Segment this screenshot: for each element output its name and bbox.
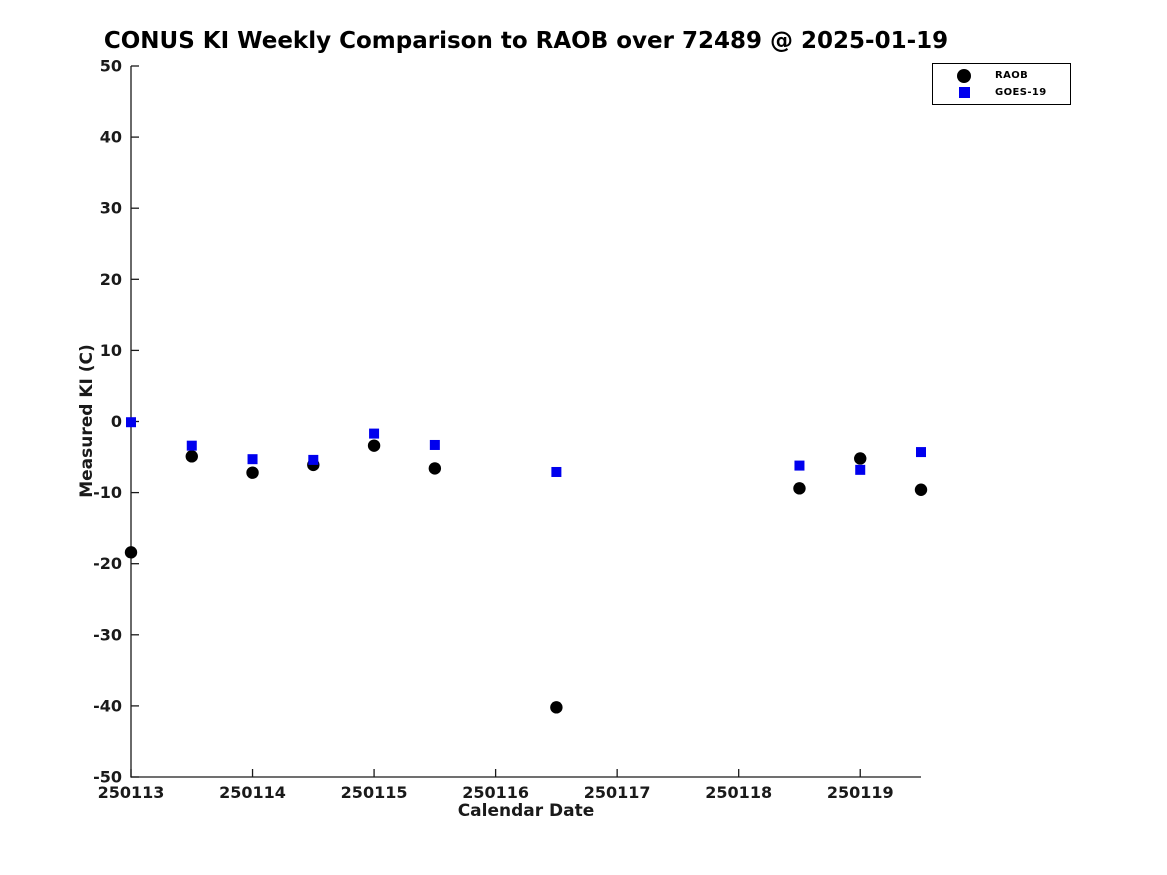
goes-19-point [369,428,380,439]
goes-19-point [186,440,197,451]
legend-label: GOES-19 [995,87,1047,98]
legend-item-raob: RAOB [933,67,1070,84]
raob-point [854,452,867,465]
raob-point [246,466,259,479]
y-tick-label: 10 [100,341,122,360]
goes-19-point [308,454,319,465]
y-tick-label: -40 [93,696,122,715]
x-tick-label: 250114 [219,783,286,802]
x-tick-label: 250119 [827,783,894,802]
raob-point [367,439,381,452]
y-tick-label: 40 [100,128,122,147]
goes-19-point [126,417,136,428]
legend-label: RAOB [995,70,1029,81]
y-tick-label: -10 [93,483,122,502]
y-tick-label: 50 [100,57,122,76]
x-tick-label: 250118 [705,783,772,802]
x-tick-label: 250116 [462,783,529,802]
goes-19-point [551,466,562,477]
y-tick-label: 30 [100,199,122,218]
raob-point [914,483,928,496]
chart-title: CONUS KI Weekly Comparison to RAOB over … [103,28,949,54]
goes-19-point [916,447,926,458]
y-tick-label: -50 [93,768,122,787]
y-tick-label: 20 [100,270,122,289]
legend-marker-cell [933,68,995,83]
goes-19-point [794,460,805,471]
x-tick-label: 250113 [98,783,165,802]
raob-point [428,462,442,475]
legend-marker-cell [933,87,995,98]
legend-square-marker-icon [958,87,970,98]
raob-point [550,701,563,714]
y-tick-label: -20 [93,554,122,573]
legend-item-goes-19: GOES-19 [933,84,1070,101]
goes-19-point [855,464,866,475]
goes-19-point [429,439,440,450]
x-axis-label: Calendar Date [457,801,595,821]
raob-point [793,482,806,495]
x-tick-label: 250117 [584,783,651,802]
legend: RAOB GOES-19 [932,63,1071,105]
raob-point [124,546,138,559]
legend-circle-marker-icon [957,68,971,83]
y-tick-label: 0 [111,412,122,431]
raob-point [185,450,198,463]
y-tick-label: -30 [93,625,122,644]
x-tick-label: 250115 [341,783,408,802]
goes-19-point [247,454,258,465]
